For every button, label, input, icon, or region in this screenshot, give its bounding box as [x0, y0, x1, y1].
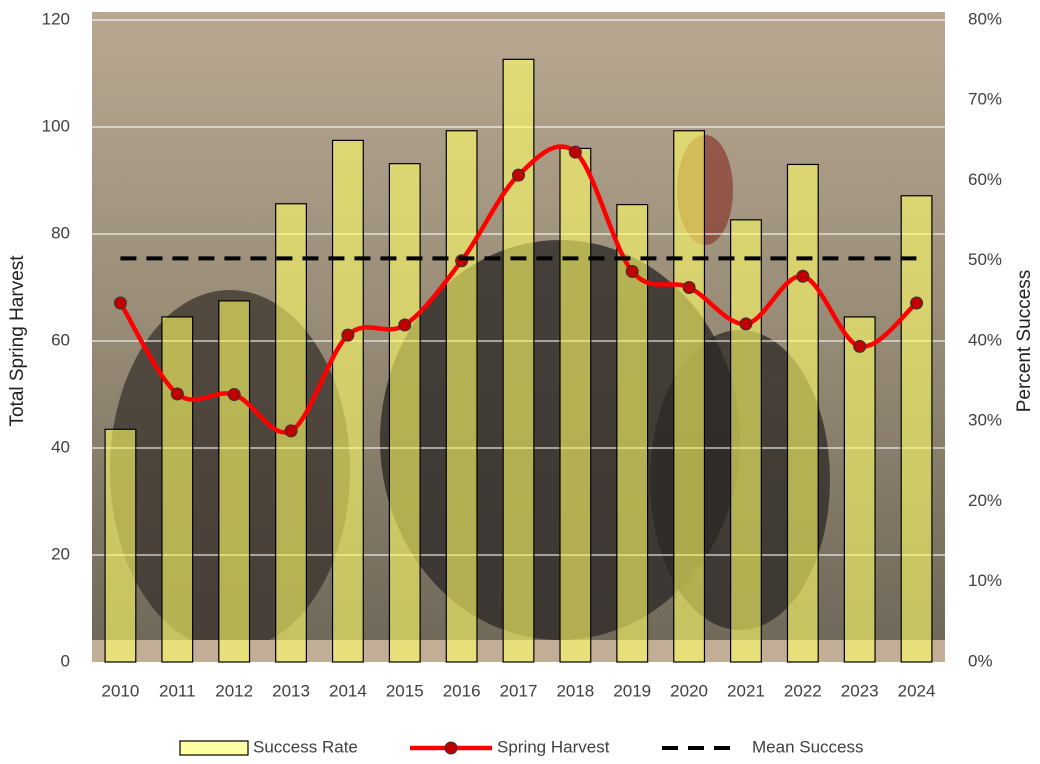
x-tick-label: 2014: [329, 681, 367, 700]
y-tick-label: 100: [42, 116, 70, 135]
line-marker: [682, 281, 696, 294]
line-marker: [512, 168, 525, 182]
bar: [104, 428, 137, 663]
bar: [900, 195, 933, 663]
legend-label: Spring Harvest: [497, 737, 610, 756]
x-tick-label: 2011: [159, 681, 196, 700]
y2-tick-label: 80%: [968, 9, 1002, 28]
bar: [559, 147, 592, 663]
bar: [388, 163, 421, 663]
line-marker: [227, 388, 241, 401]
line-marker: [796, 269, 810, 283]
bar: [786, 163, 819, 663]
y2-tick-label: 10%: [968, 571, 1002, 590]
x-tick-label: 2018: [556, 681, 594, 700]
y-tick-label: 120: [42, 9, 70, 28]
y2-tick-label: 50%: [968, 250, 1002, 269]
bar: [445, 130, 478, 663]
y-tick-label: 40: [51, 437, 70, 456]
x-tick-label: 2012: [215, 681, 253, 700]
line-marker: [398, 318, 412, 332]
x-tick-label: 2020: [670, 681, 708, 700]
line-marker: [284, 424, 298, 438]
line-marker: [341, 328, 355, 342]
line-marker: [853, 339, 867, 353]
x-tick-label: 2023: [841, 681, 879, 700]
legend-label: Success Rate: [253, 737, 358, 756]
y-tick-label: 80: [51, 223, 70, 242]
legend-swatch-marker: [444, 741, 458, 755]
y2-tick-label: 40%: [968, 330, 1002, 349]
y-tick-label: 0: [61, 651, 70, 670]
line-marker: [739, 317, 753, 331]
y-tick-label: 20: [51, 544, 70, 563]
bar: [673, 130, 706, 663]
x-tick-label: 2010: [102, 681, 140, 700]
bar: [730, 219, 762, 663]
bar: [218, 300, 251, 663]
y-tick-label: 60: [51, 330, 70, 349]
bar: [843, 316, 876, 663]
y2-tick-label: 0%: [968, 651, 993, 670]
x-tick-label: 2013: [272, 681, 310, 700]
line-marker: [170, 387, 184, 401]
line-marker: [568, 145, 582, 159]
line-marker: [113, 296, 127, 310]
x-tick-label: 2024: [898, 681, 936, 700]
x-tick-label: 2016: [443, 681, 481, 700]
y2-axis-label: Percent Success: [1014, 270, 1035, 413]
y2-tick-label: 30%: [968, 411, 1002, 430]
bar: [502, 58, 535, 663]
legend-label: Mean Success: [752, 737, 864, 756]
x-tick-label: 2015: [386, 681, 424, 700]
bar: [161, 316, 194, 663]
x-tick-label: 2022: [784, 681, 822, 700]
legend-swatch: [179, 740, 249, 756]
bar: [331, 139, 364, 663]
y2-tick-label: 70%: [968, 90, 1002, 109]
y2-tick-label: 60%: [968, 170, 1002, 189]
y2-tick-label: 20%: [968, 491, 1002, 510]
x-tick-label: 2021: [727, 681, 765, 700]
x-tick-label: 2019: [613, 681, 651, 700]
x-tick-label: 2017: [500, 681, 538, 700]
y-axis-label: Total Spring Harvest: [7, 255, 28, 427]
line-marker: [910, 296, 924, 310]
line-marker: [625, 264, 639, 278]
